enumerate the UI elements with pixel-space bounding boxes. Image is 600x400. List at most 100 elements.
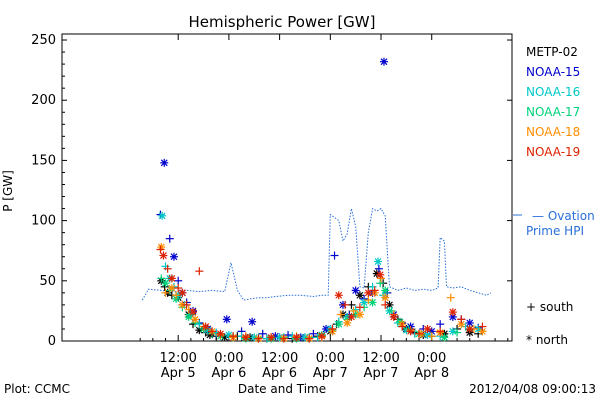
data-point <box>349 306 358 315</box>
legend-entry: NOAA-16 <box>526 85 580 99</box>
x-tick-date: Apr 8 <box>414 366 449 381</box>
data-point <box>436 320 445 329</box>
ovation-hpi-line <box>141 207 492 301</box>
data-point <box>258 329 267 338</box>
data-point <box>161 279 170 288</box>
data-point <box>163 264 172 273</box>
data-point <box>389 312 398 321</box>
legend-ovation-line2: Prime HPI <box>526 224 584 238</box>
x-axis-label: Date and Time <box>238 382 326 396</box>
legend-south: + south <box>526 300 573 314</box>
data-point <box>208 327 216 336</box>
legend: — Ovation Prime HPI + south * north METP… <box>513 45 595 347</box>
x-tick-time: 0:00 <box>316 351 345 366</box>
data-point <box>381 286 390 295</box>
y-tick-label: 50 <box>39 274 56 289</box>
data-point <box>376 279 385 288</box>
data-point <box>457 315 466 324</box>
data-point <box>381 293 390 302</box>
data-point <box>368 282 377 291</box>
data-point <box>167 274 176 283</box>
data-point <box>406 327 415 336</box>
data-point <box>309 329 318 338</box>
y-tick-label: 250 <box>31 33 56 48</box>
data-point <box>201 322 210 331</box>
x-tick-time: 0:00 <box>214 351 243 366</box>
data-point <box>305 334 314 343</box>
data-point <box>248 317 257 326</box>
y-tick-label: 0 <box>48 334 56 349</box>
data-point <box>370 286 379 295</box>
data-point <box>178 288 187 297</box>
x-tick-time: 12:00 <box>362 351 399 366</box>
data-point <box>157 274 166 283</box>
data-point <box>195 267 204 276</box>
data-point <box>254 334 263 343</box>
data-point <box>184 305 193 314</box>
y-tick-label: 150 <box>31 153 56 168</box>
data-point <box>364 296 373 305</box>
data-point <box>379 57 388 66</box>
data-point <box>374 257 383 266</box>
data-points <box>156 57 487 343</box>
data-point <box>336 310 345 319</box>
legend-ovation-line1: — Ovation <box>532 209 595 223</box>
x-tick-date: Apr 6 <box>211 366 246 381</box>
data-point <box>446 293 455 302</box>
data-point <box>195 320 204 329</box>
chart-title: Hemispheric Power [GW] <box>189 13 376 31</box>
data-point <box>448 308 457 317</box>
data-point <box>161 288 170 297</box>
data-point <box>376 270 385 279</box>
data-point <box>478 322 487 331</box>
data-point <box>300 333 309 342</box>
data-point <box>191 315 200 324</box>
x-tick-date: Apr 6 <box>262 366 297 381</box>
data-point <box>229 332 238 341</box>
data-point <box>398 322 407 331</box>
data-point <box>436 327 445 336</box>
data-point <box>423 330 432 339</box>
data-point <box>334 320 343 329</box>
data-point <box>374 264 383 273</box>
data-point <box>165 234 174 243</box>
data-point <box>279 334 288 343</box>
x-tick-time: 12:00 <box>159 351 196 366</box>
data-point <box>158 211 167 220</box>
data-point <box>343 318 352 327</box>
x-tick-date: Apr 5 <box>161 366 196 381</box>
data-point <box>465 324 474 333</box>
y-axis: 0 50 100 150 200 250 <box>31 33 512 349</box>
data-point <box>174 276 183 285</box>
legend-entry: METP-02 <box>526 45 578 59</box>
data-point <box>267 333 276 342</box>
footer-timestamp: 2012/04/08 09:00:13 <box>469 382 596 396</box>
data-point <box>457 320 466 329</box>
data-point <box>182 300 191 309</box>
data-point <box>156 245 165 254</box>
legend-entry: NOAA-19 <box>526 145 580 159</box>
legend-entry: NOAA-17 <box>526 105 580 119</box>
data-point <box>341 300 350 309</box>
data-point <box>461 322 470 331</box>
data-point <box>448 327 457 336</box>
data-point <box>160 158 169 167</box>
legend-north: * north <box>526 333 568 347</box>
data-point <box>465 318 474 327</box>
data-point <box>330 251 339 260</box>
legend-entry: NOAA-18 <box>526 125 580 139</box>
y-tick-label: 100 <box>31 214 56 229</box>
data-point <box>364 288 373 297</box>
data-point <box>334 291 343 300</box>
data-point <box>423 324 432 333</box>
y-axis-label: P [GW] <box>1 170 15 212</box>
y-tick-label: 200 <box>31 93 56 108</box>
x-tick-date: Apr 7 <box>313 366 348 381</box>
legend-entry: NOAA-15 <box>526 65 580 79</box>
data-point <box>169 252 178 261</box>
data-point <box>317 332 326 341</box>
x-tick-time: 0:00 <box>417 351 446 366</box>
data-point <box>174 284 183 293</box>
data-point <box>284 330 293 339</box>
